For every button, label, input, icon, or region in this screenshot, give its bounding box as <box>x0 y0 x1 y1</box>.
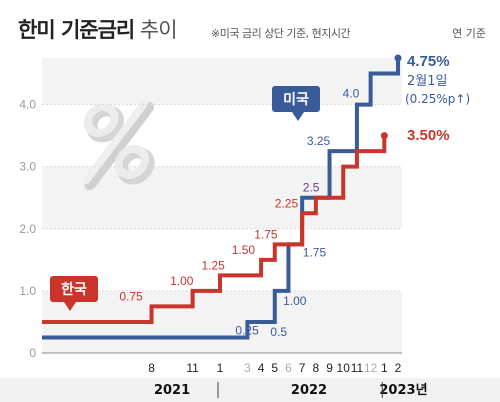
us-series-line <box>42 58 400 340</box>
kr-callout-tail <box>64 302 76 311</box>
year-label: 2023년 <box>379 383 427 398</box>
kr-callout-box <box>50 276 98 302</box>
x-tick-label: 8 <box>148 361 155 375</box>
chart-title-sub: 추이 <box>139 18 178 42</box>
kr-end-point <box>380 132 388 140</box>
kr-data-label: 1.25 <box>201 258 225 272</box>
x-tick-label: 9 <box>326 361 333 375</box>
y-tick-label: 1.0 <box>19 284 36 298</box>
kr-series-name: 한국 <box>61 282 87 298</box>
year-label: 2022 <box>291 383 327 398</box>
kr-data-label: 1.75 <box>254 227 278 241</box>
us-data-label: 0.25 <box>235 323 259 337</box>
us-data-label: 4.0 <box>343 87 360 101</box>
us-data-label: 2.5 <box>303 181 320 195</box>
end-labels: 4.75% 2월1일 (0.25%p↑) 3.50% <box>405 53 470 144</box>
y-tick-label: 0 <box>29 346 36 360</box>
x-tick-label: 2 <box>395 361 402 375</box>
y-tick-label: 3.0 <box>19 160 36 174</box>
chart-title-main: 한미 기준금리 <box>18 18 135 42</box>
kr-data-label: 0.75 <box>119 289 143 303</box>
chart-title: 한미 기준금리 추이 <box>18 14 178 44</box>
year-label: 2021 <box>154 383 190 398</box>
x-tick-label: 1 <box>381 361 388 375</box>
us-series-name: 미국 <box>283 92 309 108</box>
y-tick-label: 4.0 <box>19 98 36 112</box>
plot-band <box>42 58 402 105</box>
x-tick-label: 7 <box>299 361 306 375</box>
x-tick-label: 10 <box>337 361 351 375</box>
chart-basis: 연 기준 <box>452 27 486 40</box>
us-data-label: 1.75 <box>303 245 327 259</box>
us-data-label: 0.5 <box>270 325 287 339</box>
chart-note: ※미국 금리 상단 기준, 현지시간 <box>211 27 351 40</box>
plot-bands <box>42 58 402 353</box>
us-end-note2: (0.25%p↑) <box>405 92 470 106</box>
year-band <box>0 378 500 402</box>
us-end-note: 2월1일 <box>407 74 447 89</box>
x-tick-label: 6 <box>285 361 292 375</box>
y-tick-label: 2.0 <box>19 222 36 236</box>
kr-data-label: 2.25 <box>275 196 299 210</box>
x-tick-label: 3 <box>244 361 251 375</box>
us-callout-tail <box>292 112 304 121</box>
percent-icon <box>82 100 155 190</box>
series-lines <box>42 54 402 340</box>
kr-end-value: 3.50% <box>407 127 450 144</box>
x-tick-label: 5 <box>271 361 278 375</box>
x-tick-label: 12 <box>364 361 378 375</box>
us-end-point <box>394 54 402 62</box>
data-labels: 0.25 0.5 1.00 1.75 2.5 3.25 4.0 0.75 1.00 1.25 1.5… <box>119 87 359 339</box>
x-tick-label: 11 <box>351 361 364 375</box>
us-callout-box <box>272 86 320 112</box>
kr-data-label: 1.50 <box>232 243 256 257</box>
kr-data-label: 1.00 <box>170 274 194 288</box>
us-data-label: 3.25 <box>307 134 331 148</box>
x-tick-label: 4 <box>258 361 265 375</box>
kr-series-line <box>42 135 387 324</box>
x-tick-label: 8 <box>313 361 320 375</box>
us-end-value: 4.75% <box>407 53 450 70</box>
x-tick-label: 11 <box>186 361 199 375</box>
us-data-label: 1.00 <box>283 294 307 308</box>
x-tick-label: 1 <box>217 361 224 375</box>
